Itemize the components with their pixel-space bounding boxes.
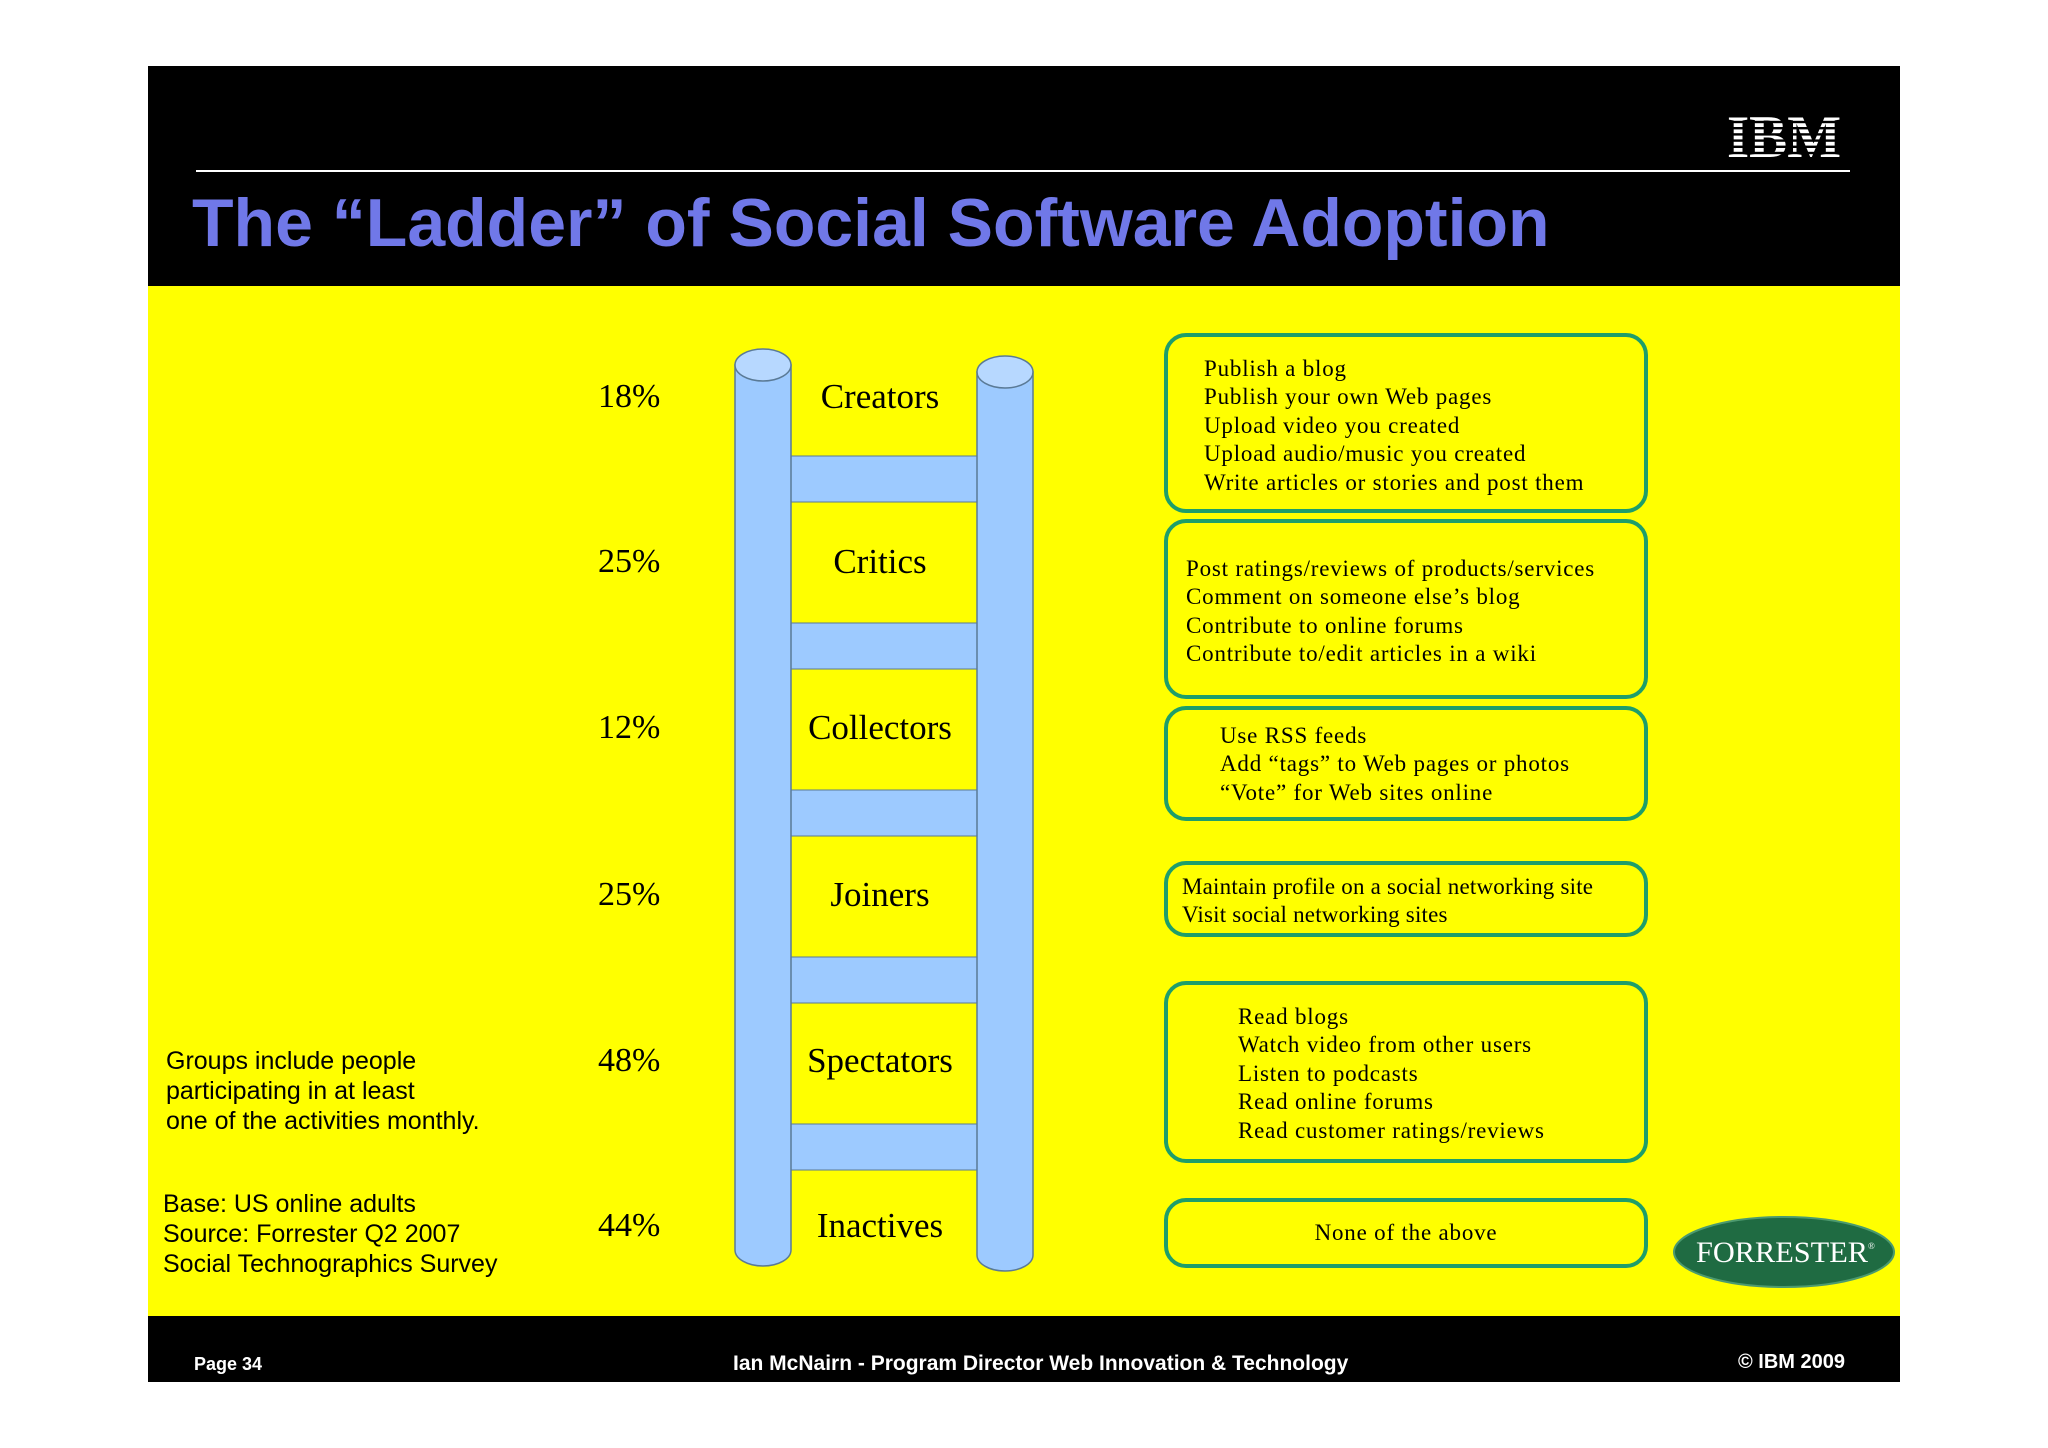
activity-line: “Vote” for Web sites online: [1220, 779, 1494, 805]
activity-line: Publish a blog: [1204, 356, 1347, 381]
note-line: Base: US online adults: [163, 1190, 416, 1218]
activity-box-spectators: Read blogs Watch video from other users …: [1164, 981, 1648, 1163]
activity-line: Watch video from other users: [1238, 1032, 1532, 1058]
ladder-rungs: [789, 455, 981, 1171]
activity-line: Upload audio/music you created: [1204, 441, 1527, 467]
activity-line: Upload video you created: [1204, 412, 1461, 438]
rung-label-collectors: Collectors: [808, 708, 952, 747]
source-note: Base: US online adults Source: Forrester…: [163, 1189, 497, 1279]
activity-line: Read online forums: [1238, 1089, 1434, 1115]
footer-presenter: Ian McNairn - Program Director Web Innov…: [733, 1352, 1349, 1375]
percent-inactives: 44%: [598, 1207, 661, 1244]
activity-line: Add “tags” to Web pages or photos: [1220, 751, 1570, 777]
note-line: Social Technographics Survey: [163, 1250, 498, 1278]
forrester-logo-text: FORRESTER: [1696, 1236, 1868, 1269]
header-rule: [196, 170, 1850, 172]
activity-line: Use RSS feeds: [1220, 723, 1368, 748]
percent-collectors: 12%: [598, 709, 661, 746]
activity-line: Contribute to/edit articles in a wiki: [1186, 641, 1537, 667]
rung-label-joiners: Joiners: [830, 875, 930, 914]
ibm-logo: IBM: [1727, 110, 1841, 160]
activity-line: Visit social networking sites: [1182, 902, 1448, 928]
footer-copyright: © IBM 2009: [1738, 1351, 1846, 1373]
percent-critics: 25%: [598, 543, 661, 580]
activity-box-joiners: Maintain profile on a social networking …: [1164, 861, 1648, 937]
activity-box-creators: Publish a blog Publish your own Web page…: [1164, 333, 1648, 513]
activity-line: Contribute to online forums: [1186, 612, 1464, 638]
activity-line: None of the above: [1314, 1219, 1498, 1245]
rung-label-creators: Creators: [820, 377, 940, 416]
ladder-right-rail: [976, 355, 1034, 1272]
rung-label-critics: Critics: [833, 542, 927, 581]
footer-page-number: Page 34: [194, 1354, 263, 1374]
rung-label-spectators: Spectators: [807, 1041, 953, 1080]
rung-label-inactives: Inactives: [816, 1206, 944, 1245]
groups-note: Groups include people participating in a…: [166, 1046, 480, 1136]
ladder-graphic: [734, 348, 1034, 1272]
activity-box-collectors: Use RSS feeds Add “tags” to Web pages or…: [1164, 706, 1648, 821]
ladder-left-rail: [734, 348, 792, 1267]
activity-line: Publish your own Web pages: [1204, 384, 1493, 410]
activity-box-critics: Post ratings/reviews of products/service…: [1164, 519, 1648, 699]
ibm-logo-text: IBM: [1727, 110, 1841, 160]
activity-line: Read blogs: [1238, 1004, 1349, 1029]
activity-line: Read customer ratings/reviews: [1238, 1117, 1545, 1143]
note-line: participating in at least: [166, 1077, 415, 1105]
note-line: Groups include people: [166, 1047, 417, 1075]
activity-box-inactives: None of the above: [1164, 1198, 1648, 1268]
slide-title: The “Ladder” of Social Software Adoption: [192, 185, 1550, 261]
percent-spectators: 48%: [598, 1042, 661, 1079]
activity-line: Comment on someone else’s blog: [1186, 584, 1521, 610]
note-line: one of the activities monthly.: [166, 1107, 480, 1135]
forrester-logo: FORRESTER ®: [1673, 1216, 1895, 1288]
svg-text:®: ®: [1868, 1241, 1875, 1251]
activity-line: Listen to podcasts: [1238, 1060, 1419, 1086]
percent-creators: 18%: [598, 378, 661, 415]
activity-line: Write articles or stories and post them: [1204, 469, 1585, 495]
note-line: Source: Forrester Q2 2007: [163, 1220, 461, 1248]
activity-line: Post ratings/reviews of products/service…: [1186, 556, 1596, 581]
activity-line: Maintain profile on a social networking …: [1182, 874, 1594, 899]
percent-joiners: 25%: [598, 876, 661, 913]
